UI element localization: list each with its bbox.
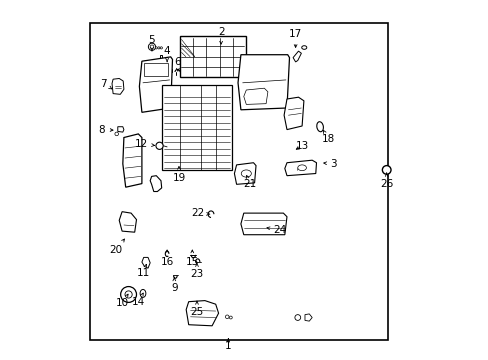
Text: 16: 16 (160, 250, 173, 267)
Polygon shape (284, 160, 316, 176)
Circle shape (160, 47, 162, 49)
Circle shape (125, 291, 132, 298)
Ellipse shape (297, 165, 306, 171)
Text: 24: 24 (266, 225, 286, 235)
Circle shape (115, 132, 118, 136)
Text: 11: 11 (137, 264, 150, 278)
Polygon shape (305, 314, 311, 321)
Circle shape (158, 47, 160, 49)
Text: 20: 20 (109, 239, 124, 255)
Polygon shape (118, 127, 123, 132)
Text: 18: 18 (321, 130, 334, 144)
Polygon shape (119, 212, 136, 232)
Bar (162, 85, 231, 170)
Circle shape (294, 315, 300, 320)
Text: 10: 10 (115, 294, 128, 308)
Text: 21: 21 (243, 175, 256, 189)
Circle shape (155, 47, 157, 49)
Text: 15: 15 (185, 250, 199, 267)
Ellipse shape (241, 170, 251, 177)
Ellipse shape (301, 46, 306, 49)
Text: 9: 9 (171, 278, 177, 293)
Text: 25: 25 (190, 301, 203, 317)
Text: 22: 22 (191, 208, 209, 218)
Text: 3: 3 (323, 159, 336, 169)
Circle shape (382, 166, 390, 174)
Polygon shape (244, 88, 267, 104)
Text: 5: 5 (148, 35, 155, 51)
Polygon shape (292, 51, 301, 62)
Text: 14: 14 (131, 293, 144, 307)
Polygon shape (142, 257, 150, 268)
Text: 17: 17 (288, 29, 302, 48)
Polygon shape (234, 163, 256, 184)
Text: 7: 7 (100, 78, 112, 89)
Polygon shape (139, 57, 172, 112)
Bar (89, 23, 387, 340)
Bar (179, 36, 246, 77)
Text: 19: 19 (172, 167, 185, 183)
Polygon shape (122, 134, 142, 187)
Polygon shape (160, 55, 171, 76)
Circle shape (150, 45, 153, 49)
Text: 12: 12 (135, 139, 154, 149)
Polygon shape (284, 97, 303, 130)
Polygon shape (241, 213, 286, 235)
Text: 6: 6 (174, 57, 181, 71)
Text: 1: 1 (224, 338, 231, 351)
Ellipse shape (316, 122, 323, 132)
Polygon shape (238, 55, 289, 110)
Bar (144, 63, 167, 76)
Circle shape (156, 142, 163, 149)
Text: 13: 13 (295, 141, 308, 151)
Text: 23: 23 (190, 263, 203, 279)
Polygon shape (112, 78, 123, 94)
Circle shape (121, 287, 136, 302)
Ellipse shape (140, 289, 145, 297)
Text: 26: 26 (379, 173, 392, 189)
Text: 2: 2 (217, 27, 224, 44)
Circle shape (148, 43, 155, 50)
Circle shape (229, 316, 232, 319)
Polygon shape (186, 301, 218, 326)
Text: 4: 4 (163, 46, 170, 62)
Polygon shape (150, 176, 162, 192)
Text: 8: 8 (99, 125, 113, 135)
Circle shape (225, 315, 228, 319)
